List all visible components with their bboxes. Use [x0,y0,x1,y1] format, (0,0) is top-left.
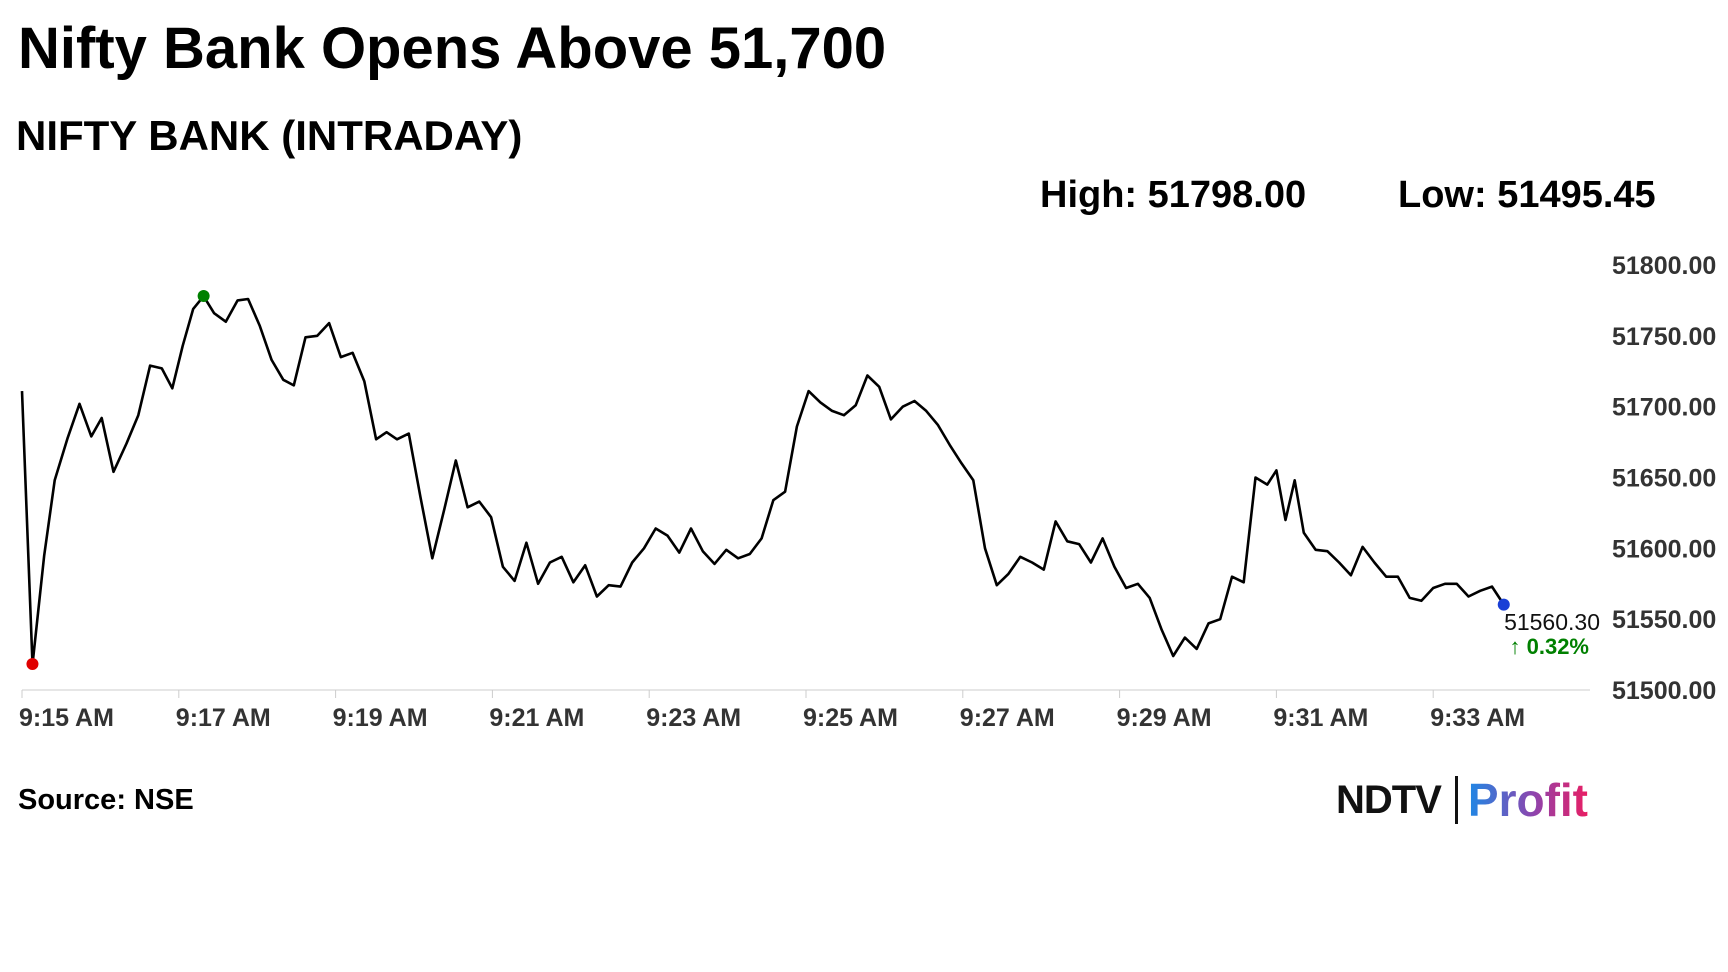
y-tick-label: 51500.00 [1612,677,1716,705]
low-marker [26,658,39,670]
x-tick-label: 9:29 AM [1117,704,1212,732]
x-tick-label: 9:23 AM [646,704,741,732]
x-tick-label: 9:25 AM [803,704,898,732]
last-value-label: 51560.30 [1504,609,1600,635]
intraday-line-chart: 9:15 AM 9:17 AM 9:19 AM 9:21 AM 9:23 AM 9:25 … [19,252,1716,732]
low-value: Low: 51495.45 [1398,174,1656,216]
change-label: ↑ 0.32% [1510,634,1590,659]
headline: Nifty Bank Opens Above 51,700 [18,16,887,81]
y-tick-label: 51650.00 [1612,465,1716,493]
x-tick-label: 9:19 AM [333,704,428,732]
y-tick-label: 51550.00 [1612,606,1716,634]
high-marker [197,290,210,302]
logo-profit-text: Profit [1467,774,1588,826]
logo-divider [1454,776,1458,824]
y-tick-label: 51700.00 [1612,394,1716,422]
x-tick-label: 9:27 AM [960,704,1055,732]
source-note: Source: NSE [18,784,194,816]
x-tick-label: 9:15 AM [19,704,114,732]
chart-subtitle: NIFTY BANK (INTRADAY) [16,112,523,159]
x-tick-label: 9:21 AM [489,704,584,732]
logo-ndtv-text: NDTV [1336,777,1442,822]
y-tick-label: 51800.00 [1612,252,1716,280]
y-tick-label: 51750.00 [1612,323,1716,351]
ndtv-profit-logo: NDTV Profit [1336,770,1588,830]
x-tick-label: 9:17 AM [176,704,271,732]
last-value-marker [1497,598,1510,611]
y-tick-label: 51600.00 [1612,535,1716,563]
high-value: High: 51798.00 [1040,174,1307,216]
x-tick-label: 9:33 AM [1430,704,1525,732]
x-tick-label: 9:31 AM [1273,704,1368,732]
series-line [20,294,1505,666]
